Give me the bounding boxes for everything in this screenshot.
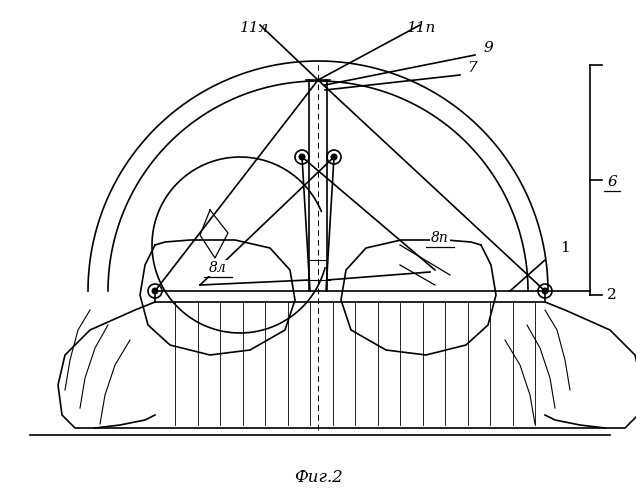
Circle shape bbox=[295, 150, 309, 164]
Circle shape bbox=[151, 288, 158, 294]
Circle shape bbox=[541, 288, 548, 294]
Text: 9: 9 bbox=[483, 41, 493, 55]
Text: 2: 2 bbox=[607, 288, 617, 302]
Text: 11п: 11п bbox=[407, 21, 437, 35]
Text: Фиг.2: Фиг.2 bbox=[294, 470, 342, 486]
Circle shape bbox=[327, 150, 341, 164]
Text: 6: 6 bbox=[607, 175, 617, 189]
Circle shape bbox=[298, 154, 305, 160]
Text: 7: 7 bbox=[467, 61, 477, 75]
Text: 11л: 11л bbox=[240, 21, 270, 35]
Circle shape bbox=[538, 284, 552, 298]
Text: 1: 1 bbox=[560, 241, 570, 255]
Text: 8п: 8п bbox=[431, 231, 449, 245]
Circle shape bbox=[148, 284, 162, 298]
Text: 8л: 8л bbox=[209, 261, 227, 275]
Circle shape bbox=[331, 154, 338, 160]
